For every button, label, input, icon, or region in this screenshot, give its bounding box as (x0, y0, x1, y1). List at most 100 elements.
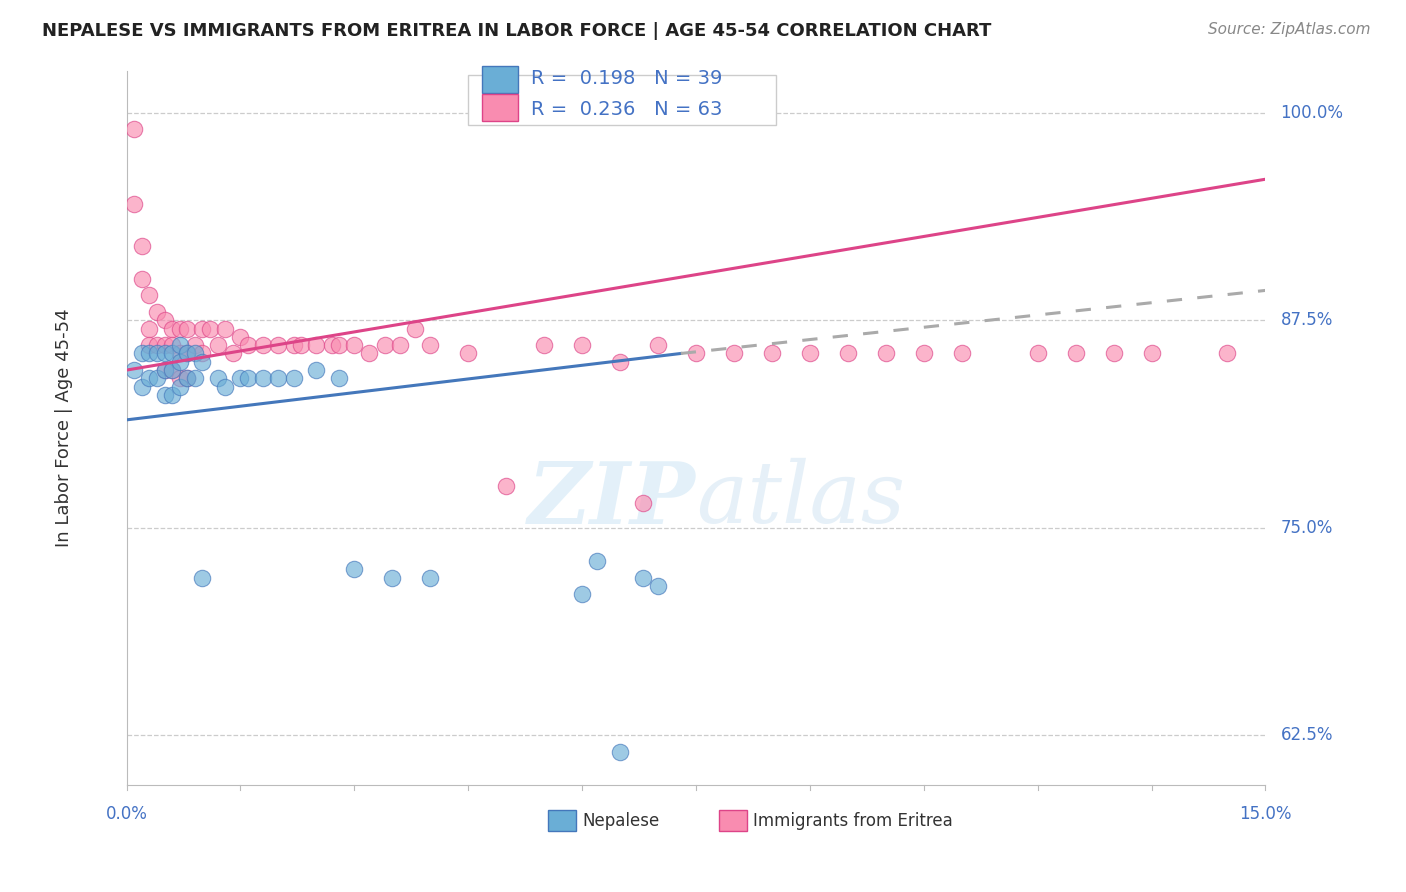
Point (457, 346, 479, 360)
Point (388, 338, 411, 352)
Point (571, 587, 593, 601)
Text: atlas: atlas (696, 458, 905, 541)
Point (252, 371, 274, 385)
Point (138, 321, 160, 335)
Point (191, 355, 214, 369)
Text: NEPALESE VS IMMIGRANTS FROM ERITREA IN LABOR FORCE | AGE 45-54 CORRELATION CHART: NEPALESE VS IMMIGRANTS FROM ERITREA IN L… (42, 22, 991, 40)
Point (146, 371, 169, 385)
Point (381, 570, 404, 584)
Point (122, 197, 145, 211)
Point (631, 570, 654, 584)
Point (229, 330, 252, 344)
Point (533, 338, 555, 352)
Text: Source: ZipAtlas.com: Source: ZipAtlas.com (1208, 22, 1371, 37)
Text: Nepalese: Nepalese (582, 812, 659, 830)
Point (122, 363, 145, 377)
Point (146, 346, 169, 360)
Point (122, 122, 145, 136)
Point (131, 379, 153, 393)
Point (1140, 346, 1163, 360)
Point (685, 346, 707, 360)
Text: R =  0.198   N = 39: R = 0.198 N = 39 (531, 69, 723, 88)
Point (153, 363, 176, 377)
Point (169, 379, 191, 393)
Point (631, 496, 654, 510)
Point (160, 363, 183, 377)
Point (647, 338, 669, 352)
Point (236, 371, 259, 385)
Point (146, 305, 169, 319)
Point (283, 371, 305, 385)
Point (419, 338, 441, 352)
Point (359, 346, 381, 360)
Point (343, 562, 366, 576)
Point (169, 346, 191, 360)
Bar (482, 66, 519, 93)
Point (495, 479, 517, 493)
Point (419, 570, 441, 584)
Point (176, 321, 198, 335)
Point (169, 321, 191, 335)
Text: 15.0%: 15.0% (1239, 805, 1292, 823)
Point (761, 346, 783, 360)
Text: 0.0%: 0.0% (105, 805, 148, 823)
Point (138, 338, 160, 352)
Point (1064, 346, 1087, 360)
Point (252, 338, 274, 352)
Point (184, 371, 207, 385)
Text: ZIP: ZIP (529, 458, 696, 541)
Bar (548, 810, 576, 831)
Text: 75.0%: 75.0% (1281, 519, 1333, 537)
Point (160, 346, 183, 360)
Point (283, 338, 305, 352)
Point (404, 321, 426, 335)
Point (138, 346, 160, 360)
Point (305, 363, 328, 377)
Text: In Labor Force | Age 45-54: In Labor Force | Age 45-54 (55, 309, 73, 548)
Text: 62.5%: 62.5% (1281, 726, 1333, 744)
Point (799, 346, 821, 360)
Point (207, 371, 229, 385)
Point (160, 321, 183, 335)
Point (343, 338, 366, 352)
Point (305, 338, 328, 352)
Point (222, 346, 245, 360)
Point (723, 346, 745, 360)
Point (184, 346, 207, 360)
Point (207, 338, 229, 352)
Point (1102, 346, 1125, 360)
Point (267, 338, 290, 352)
Point (229, 371, 252, 385)
Point (138, 371, 160, 385)
Point (191, 346, 214, 360)
Point (609, 355, 631, 369)
Point (153, 388, 176, 402)
Point (131, 238, 153, 252)
Point (214, 379, 236, 393)
Point (837, 346, 859, 360)
Point (214, 321, 236, 335)
Point (236, 338, 259, 352)
Point (169, 338, 191, 352)
Point (191, 321, 214, 335)
Text: 100.0%: 100.0% (1281, 103, 1344, 122)
Bar (718, 810, 747, 831)
Point (609, 745, 631, 759)
Point (191, 570, 214, 584)
Bar (482, 95, 519, 121)
Point (153, 313, 176, 327)
Point (153, 363, 176, 377)
Point (328, 371, 350, 385)
Point (267, 371, 290, 385)
Text: Immigrants from Eritrea: Immigrants from Eritrea (754, 812, 953, 830)
Point (950, 346, 973, 360)
Point (571, 338, 593, 352)
Point (290, 338, 312, 352)
Point (160, 388, 183, 402)
Point (176, 346, 198, 360)
Point (131, 272, 153, 286)
Point (160, 363, 183, 377)
Point (160, 338, 183, 352)
Point (1026, 346, 1049, 360)
Point (184, 338, 207, 352)
